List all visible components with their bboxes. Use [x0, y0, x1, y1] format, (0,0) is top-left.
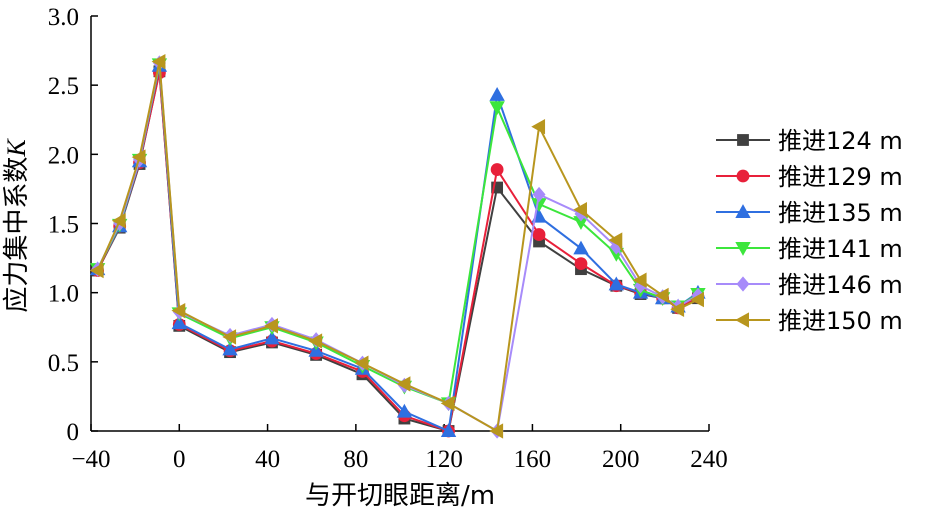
legend-item: 推进135 m: [716, 199, 903, 227]
legend-marker: [736, 169, 750, 183]
data-point: [440, 423, 457, 438]
x-axis-title: 与开切眼距离/m: [305, 481, 495, 511]
data-point: [264, 318, 278, 334]
legend-marker: [735, 241, 751, 256]
y-tick-label: 0.5: [48, 350, 79, 377]
y-tick-label: 0: [67, 419, 80, 446]
series-6: [89, 53, 704, 439]
data-point: [308, 333, 323, 349]
y-tick-label: 1.0: [48, 281, 79, 308]
data-point: [171, 315, 187, 330]
series-line: [96, 71, 699, 433]
data-point: [532, 186, 546, 203]
series-line: [96, 72, 699, 433]
legend-item: 推进124 m: [716, 127, 903, 155]
data-point: [491, 181, 504, 194]
data-point: [574, 257, 588, 271]
legend-marker: [737, 134, 749, 146]
data-point: [131, 149, 146, 165]
y-tick-label: 1.5: [48, 212, 79, 239]
x-tick-label: 240: [690, 446, 728, 473]
data-point: [354, 355, 369, 371]
x-tick-label: 120: [425, 446, 463, 473]
legend-item: 推进141 m: [716, 235, 903, 263]
y-ticks: 0 0.5 1.0 1.5 2.0 2.5 3.0: [48, 4, 98, 446]
data-point: [573, 240, 589, 255]
legend: 推进124 m 推进129 m 推进135 m 推进141 m 推进146 m 推进150…: [716, 127, 903, 335]
data-point: [222, 329, 237, 345]
data-point: [608, 276, 624, 291]
data-point: [171, 302, 186, 319]
data-point: [222, 341, 238, 356]
legend-label: 推进150 m: [778, 307, 903, 335]
data-point: [690, 291, 704, 308]
data-point: [264, 330, 280, 345]
data-point: [654, 287, 669, 304]
y-tick-label: 2.5: [48, 73, 79, 100]
data-point: [111, 213, 126, 229]
data-point: [632, 272, 647, 288]
x-tick-label: −40: [71, 446, 110, 473]
y-axis-title-variable: K: [2, 138, 31, 158]
legend-item: 推进146 m: [716, 271, 903, 299]
data-point: [489, 87, 505, 101]
legend-marker: [736, 276, 750, 292]
data-point: [89, 262, 104, 279]
legend-label: 推进146 m: [778, 271, 903, 299]
series-4: [89, 58, 706, 412]
legend-item: 推进150 m: [716, 307, 903, 335]
data-point: [670, 301, 685, 317]
y-tick-label: 2.0: [48, 142, 79, 169]
data-point: [489, 101, 505, 116]
data-point: [396, 403, 413, 418]
legend-item: 推进129 m: [716, 163, 903, 191]
x-tick-label: 80: [343, 446, 368, 473]
x-tick-label: 160: [514, 446, 552, 473]
legend-label: 推进124 m: [778, 127, 903, 155]
x-tick-label: 0: [173, 446, 186, 473]
y-axis-title-text: 应力集中系数: [2, 157, 32, 313]
legend-label: 推进141 m: [778, 235, 903, 263]
legend-label: 推进129 m: [778, 163, 903, 191]
data-point: [151, 53, 166, 70]
data-point: [608, 232, 623, 248]
data-point: [573, 201, 587, 218]
svg-text:应力集中系数K: 应力集中系数K: [2, 138, 32, 313]
legend-marker: [735, 204, 751, 219]
data-point: [440, 395, 455, 412]
x-tick-label: 40: [255, 446, 280, 473]
y-tick-label: 3.0: [48, 4, 79, 31]
data-point: [532, 228, 546, 241]
series-layer: [89, 53, 706, 439]
data-point: [531, 118, 546, 135]
y-axis-title: 应力集中系数K: [2, 138, 32, 313]
series-line: [96, 65, 699, 433]
x-tick-label: 200: [602, 446, 640, 473]
data-point: [396, 376, 411, 392]
legend-marker: [735, 312, 749, 328]
x-ticks: −40 0 40 80 120 160 200 240: [71, 424, 728, 473]
plot-area: −40 0 40 80 120 160 200 240 00.51.01.52.02.53.0: [48, 4, 728, 473]
data-point: [490, 163, 504, 176]
legend-label: 推进135 m: [778, 199, 903, 227]
data-point: [489, 423, 504, 439]
